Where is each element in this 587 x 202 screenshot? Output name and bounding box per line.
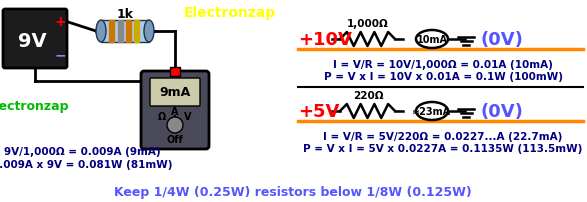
Text: ≈23mA: ≈23mA — [413, 106, 451, 116]
Circle shape — [167, 117, 183, 133]
Text: I = V/R = 5V/220Ω = 0.0227...A (22.7mA): I = V/R = 5V/220Ω = 0.0227...A (22.7mA) — [323, 131, 563, 141]
Text: +: + — [54, 15, 66, 29]
Text: Electronzap: Electronzap — [0, 100, 69, 113]
Bar — [170, 68, 180, 77]
Bar — [109, 21, 114, 43]
FancyBboxPatch shape — [150, 79, 200, 106]
FancyBboxPatch shape — [3, 10, 67, 69]
Text: 0.009A x 9V = 0.081W (81mW): 0.009A x 9V = 0.081W (81mW) — [0, 159, 172, 169]
Text: Electronzap: Electronzap — [184, 6, 276, 20]
Text: I = V/R = 10V/1,000Ω = 0.01A (10mA): I = V/R = 10V/1,000Ω = 0.01A (10mA) — [333, 60, 553, 70]
Text: 9mA: 9mA — [160, 86, 191, 99]
Text: +10V: +10V — [298, 31, 352, 49]
Text: 1,000Ω: 1,000Ω — [347, 19, 389, 29]
Bar — [126, 21, 131, 43]
Text: 9V: 9V — [18, 32, 46, 51]
Text: 220Ω: 220Ω — [353, 90, 383, 101]
Text: (0V): (0V) — [480, 31, 523, 49]
Bar — [118, 21, 123, 43]
Text: 9V/1,000Ω = 0.009A (9mA): 9V/1,000Ω = 0.009A (9mA) — [4, 146, 160, 156]
Ellipse shape — [416, 31, 448, 49]
Ellipse shape — [144, 21, 154, 43]
Text: A: A — [171, 106, 179, 116]
Text: P = V x I = 10V x 0.01A = 0.1W (100mW): P = V x I = 10V x 0.01A = 0.1W (100mW) — [323, 72, 562, 82]
Text: Off: Off — [167, 134, 183, 144]
Text: P = V x I = 5V x 0.0227A = 0.1135W (113.5mW): P = V x I = 5V x 0.0227A = 0.1135W (113.… — [303, 143, 583, 153]
FancyBboxPatch shape — [141, 72, 209, 149]
Text: 1k: 1k — [116, 7, 133, 20]
Ellipse shape — [96, 21, 106, 43]
Text: Ω: Ω — [158, 112, 166, 121]
Text: (0V): (0V) — [480, 102, 523, 120]
Text: 10mA: 10mA — [417, 35, 447, 45]
Text: +5V: +5V — [298, 102, 339, 120]
Bar — [134, 21, 139, 43]
Bar — [101, 21, 149, 43]
Ellipse shape — [416, 102, 448, 120]
Text: Keep 1/4W (0.25W) resistors below 1/8W (0.125W): Keep 1/4W (0.25W) resistors below 1/8W (… — [114, 186, 472, 199]
Text: −: − — [54, 48, 66, 62]
Text: V: V — [184, 112, 192, 121]
